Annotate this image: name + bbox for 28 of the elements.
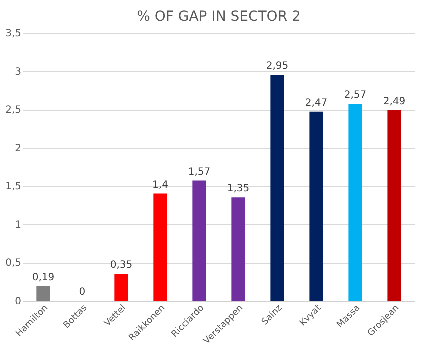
y-tick-label: 3 <box>15 66 22 78</box>
data-label: 0,35 <box>110 260 133 272</box>
y-tick-label: 1 <box>15 220 22 231</box>
bar <box>270 75 284 301</box>
y-tick-label: 3,5 <box>6 28 22 40</box>
data-label: 1,35 <box>227 184 250 195</box>
bar <box>114 274 128 301</box>
data-label: 2,47 <box>305 98 328 109</box>
y-tick-label: 1,5 <box>6 182 22 193</box>
bar <box>192 180 206 301</box>
data-label: 0 <box>79 287 86 298</box>
data-label: 2,57 <box>344 90 367 102</box>
data-label: 1,4 <box>152 180 168 191</box>
chart-title: % OF GAP IN SECTOR 2 <box>137 9 301 25</box>
data-label: 2,95 <box>266 61 289 72</box>
bar <box>232 198 246 301</box>
y-tick-label: 2 <box>15 143 22 154</box>
bar <box>388 110 402 301</box>
y-tick-label: 0,5 <box>6 258 22 270</box>
bar <box>154 194 168 301</box>
bar <box>348 104 362 301</box>
bar <box>36 286 50 301</box>
data-label: 2,49 <box>383 96 406 108</box>
y-tick-label: 0 <box>15 296 22 308</box>
data-label: 0,19 <box>32 272 55 284</box>
data-label: 1,57 <box>188 166 211 178</box>
y-tick-label: 2,5 <box>6 105 22 116</box>
bar <box>310 112 324 301</box>
